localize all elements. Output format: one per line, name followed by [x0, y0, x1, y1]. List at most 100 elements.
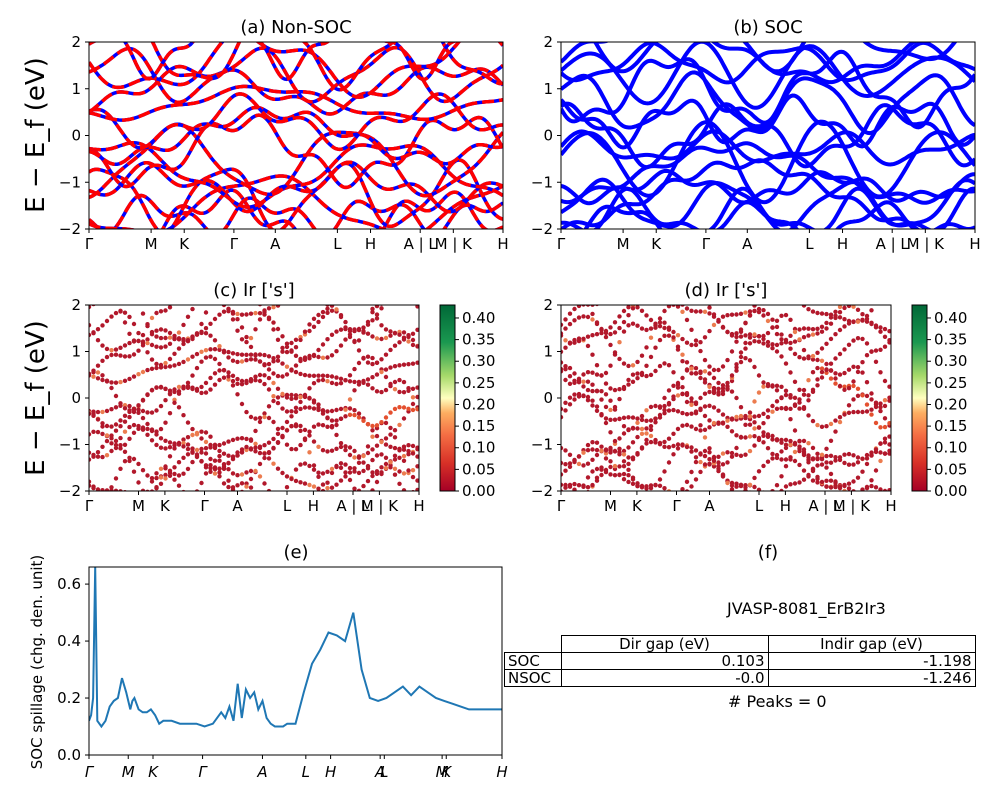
- band-point: [298, 356, 303, 362]
- band-point: [756, 309, 762, 315]
- band-point: [734, 312, 739, 317]
- band-point: [797, 327, 802, 332]
- band-point: [770, 437, 775, 442]
- band-point: [262, 414, 267, 420]
- band-point: [567, 395, 573, 400]
- band-point: [239, 472, 245, 477]
- band-point: [298, 266, 302, 270]
- band-point: [356, 338, 362, 343]
- band-point: [567, 374, 573, 379]
- band-point: [244, 444, 249, 450]
- band-point: [585, 394, 591, 400]
- band-point: [662, 325, 667, 331]
- band-point: [720, 420, 726, 425]
- band-point: [635, 434, 640, 440]
- band-point: [617, 446, 622, 451]
- band-point: [590, 388, 595, 394]
- band-point: [856, 300, 860, 304]
- x-tick-label: H: [969, 235, 980, 253]
- band-point: [208, 321, 213, 326]
- band-point: [801, 387, 807, 393]
- band-point: [738, 334, 744, 339]
- band-point: [136, 410, 141, 415]
- band-point: [711, 375, 717, 381]
- band-point: [824, 341, 829, 346]
- band-point: [361, 460, 366, 465]
- band-point: [594, 440, 600, 445]
- band-point: [89, 372, 92, 377]
- band-point: [316, 347, 321, 353]
- band-point: [806, 453, 811, 458]
- band-point: [621, 459, 627, 464]
- band-point: [738, 350, 744, 355]
- band-point: [810, 478, 816, 483]
- band-point: [302, 329, 308, 334]
- band-line: [89, 45, 503, 105]
- band-point: [190, 450, 195, 455]
- band-point: [855, 455, 861, 460]
- band-point: [136, 372, 141, 377]
- band-point: [163, 446, 168, 451]
- band-point: [810, 389, 816, 394]
- band-point: [846, 386, 852, 391]
- band-point: [307, 429, 312, 434]
- band-point: [316, 444, 321, 449]
- band-point: [851, 409, 856, 415]
- band-point: [95, 376, 101, 381]
- band-point: [199, 384, 204, 390]
- band-point: [585, 485, 591, 490]
- band-point: [639, 446, 645, 451]
- band-point: [729, 312, 735, 317]
- band-point: [100, 488, 105, 491]
- colorbar-tick-label: 0.35: [462, 331, 495, 349]
- band-point: [860, 487, 865, 491]
- band-point: [635, 371, 640, 376]
- band-point: [581, 372, 586, 377]
- spillage-line: [89, 567, 502, 729]
- band-point: [122, 378, 128, 383]
- band-point: [716, 408, 721, 413]
- band-point: [212, 316, 218, 322]
- band-point: [698, 375, 703, 381]
- band-point: [734, 362, 739, 367]
- band-point: [698, 395, 703, 401]
- band-point: [226, 307, 231, 312]
- band-point: [244, 484, 249, 489]
- band-point: [131, 456, 137, 462]
- band-point: [293, 478, 299, 484]
- colorbar-tick-label: 0.40: [462, 309, 495, 327]
- band-point: [774, 331, 780, 337]
- band-point: [644, 500, 648, 504]
- colorbar-tick-label: 0.20: [934, 395, 967, 413]
- band-point: [594, 363, 600, 368]
- band-point: [109, 352, 114, 358]
- band-point: [833, 484, 838, 490]
- band-point: [401, 488, 407, 491]
- band-point: [158, 327, 164, 332]
- band-point: [752, 443, 757, 448]
- band-point: [127, 281, 131, 285]
- band-point: [230, 378, 236, 384]
- band-point: [702, 462, 708, 467]
- band-point: [734, 491, 738, 495]
- band-point: [347, 397, 353, 402]
- y-axis-label-spillage: SOC spillage (chg. den. unit): [28, 555, 46, 770]
- band-point: [568, 276, 572, 280]
- colorbar-tick-label: 0.30: [462, 352, 495, 370]
- band-point: [95, 327, 101, 332]
- colorbar-tick-label: 0.00: [934, 482, 967, 500]
- band-point: [747, 335, 753, 340]
- band-point: [878, 441, 883, 446]
- band-point: [630, 321, 636, 326]
- band-point: [824, 465, 829, 470]
- band-point: [95, 338, 101, 343]
- band-point: [855, 393, 861, 398]
- band-point: [95, 454, 101, 459]
- band-point: [594, 372, 600, 377]
- band-point: [154, 471, 159, 476]
- x-tick-label: H: [837, 235, 848, 253]
- band-point: [738, 434, 744, 440]
- band-point: [302, 372, 308, 378]
- band-point: [203, 355, 209, 360]
- band-point: [608, 363, 613, 368]
